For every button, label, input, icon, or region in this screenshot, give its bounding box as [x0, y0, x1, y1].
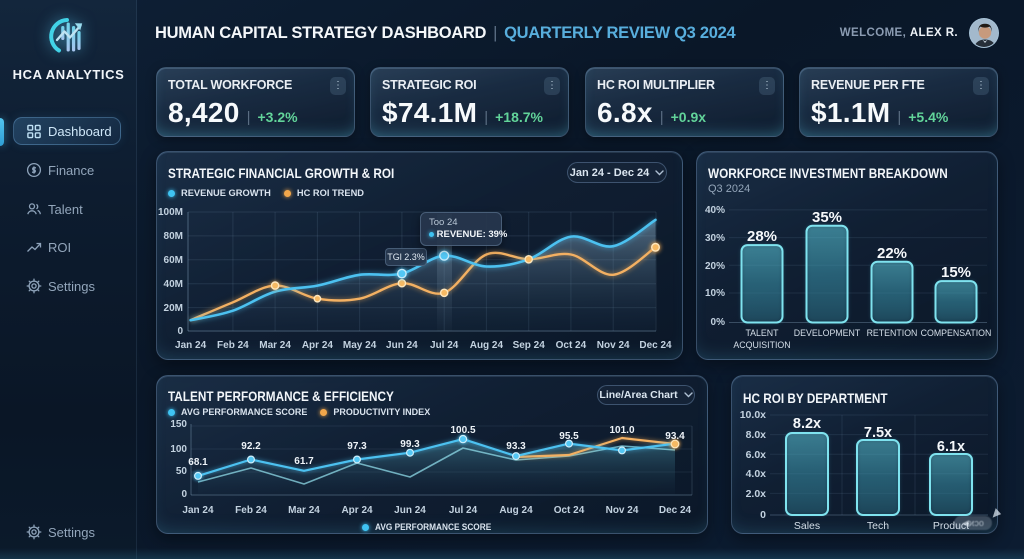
svg-text:Jan 24: Jan 24 — [175, 340, 207, 351]
svg-text:101.0: 101.0 — [609, 425, 634, 436]
svg-text:97.3: 97.3 — [347, 441, 367, 452]
svg-text:10.0x: 10.0x — [740, 409, 766, 421]
svg-text:61.7: 61.7 — [294, 456, 314, 467]
svg-text:28%: 28% — [747, 228, 777, 245]
svg-text:Dec 24: Dec 24 — [639, 340, 672, 351]
svg-text:Jan 24: Jan 24 — [182, 505, 214, 516]
svg-text:ACQUISITION: ACQUISITION — [733, 340, 790, 350]
svg-text:TALENT: TALENT — [745, 328, 779, 338]
svg-text:30%: 30% — [705, 233, 725, 244]
svg-text:22%: 22% — [877, 245, 907, 262]
svg-text:10%: 10% — [705, 288, 725, 299]
svg-text:0: 0 — [181, 489, 187, 500]
svg-text:RETENTION: RETENTION — [867, 328, 918, 338]
svg-text:150: 150 — [170, 419, 187, 430]
svg-text:8.0x: 8.0x — [746, 429, 767, 441]
svg-text:Jun 24: Jun 24 — [394, 505, 426, 516]
svg-text:99.3: 99.3 — [400, 439, 420, 450]
svg-text:Feb 24: Feb 24 — [217, 340, 249, 351]
svg-text:Apr 24: Apr 24 — [302, 340, 334, 351]
svg-text:92.2: 92.2 — [241, 441, 261, 452]
svg-text:0%: 0% — [711, 317, 726, 328]
svg-text:Feb 24: Feb 24 — [235, 505, 267, 516]
svg-text:8.2x: 8.2x — [793, 416, 821, 432]
svg-text:Aug 24: Aug 24 — [499, 505, 533, 516]
svg-text:4.0x: 4.0x — [746, 468, 767, 480]
svg-text:Apr 24: Apr 24 — [341, 505, 373, 516]
svg-text:7.5x: 7.5x — [864, 425, 892, 441]
svg-text:Oct 24: Oct 24 — [554, 505, 585, 516]
svg-text:Jul 24: Jul 24 — [449, 505, 478, 516]
svg-text:0: 0 — [177, 326, 183, 337]
svg-text:Jul 24: Jul 24 — [430, 340, 459, 351]
svg-text:100: 100 — [170, 444, 187, 455]
svg-text:Jun 24: Jun 24 — [386, 340, 418, 351]
svg-text:Sep 24: Sep 24 — [513, 340, 546, 351]
svg-text:40%: 40% — [705, 205, 725, 216]
svg-text:Dec 24: Dec 24 — [659, 505, 692, 516]
svg-text:15%: 15% — [941, 264, 971, 281]
svg-text:Oct 24: Oct 24 — [556, 340, 587, 351]
svg-text:2.0x: 2.0x — [746, 488, 767, 500]
svg-text:Tech: Tech — [867, 520, 889, 532]
svg-text:20M: 20M — [164, 303, 183, 314]
svg-text:68.1: 68.1 — [188, 457, 208, 468]
svg-text:6.0x: 6.0x — [746, 449, 767, 461]
svg-text:35%: 35% — [812, 209, 842, 226]
svg-text:0: 0 — [760, 509, 766, 521]
svg-text:Nov 24: Nov 24 — [606, 505, 639, 516]
svg-text:COMPENSATION: COMPENSATION — [921, 328, 992, 338]
svg-text:93.4: 93.4 — [665, 431, 685, 442]
svg-text:Sales: Sales — [794, 520, 820, 532]
svg-text:Product: Product — [933, 520, 969, 532]
svg-text:6.1x: 6.1x — [937, 439, 965, 455]
svg-text:Mar 24: Mar 24 — [288, 505, 320, 516]
svg-text:40M: 40M — [164, 279, 183, 290]
svg-text:Mar 24: Mar 24 — [259, 340, 291, 351]
svg-text:100M: 100M — [158, 207, 183, 218]
svg-text:60M: 60M — [164, 255, 183, 266]
svg-text:95.5: 95.5 — [559, 431, 579, 442]
svg-text:Nov 24: Nov 24 — [597, 340, 630, 351]
svg-text:May 24: May 24 — [343, 340, 377, 351]
svg-text:80M: 80M — [164, 231, 183, 242]
svg-text:DEVELOPMENT: DEVELOPMENT — [794, 328, 861, 338]
svg-text:Aug 24: Aug 24 — [470, 340, 504, 351]
svg-text:100.5: 100.5 — [450, 425, 475, 436]
svg-text:20%: 20% — [705, 261, 725, 272]
svg-text:93.3: 93.3 — [506, 441, 526, 452]
svg-text:50: 50 — [176, 466, 188, 477]
